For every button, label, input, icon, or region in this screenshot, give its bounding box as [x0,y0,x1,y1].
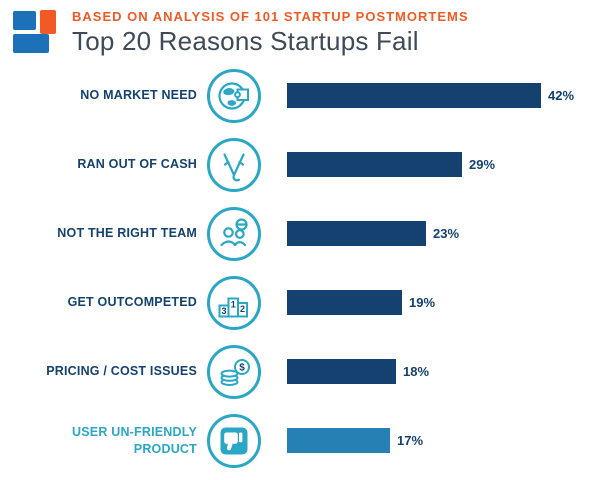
bar [287,152,462,177]
header-text: BASED ON ANALYSIS OF 101 STARTUP POSTMOR… [72,8,469,57]
row-label: USER UN-FRIENDLY PRODUCT [12,424,197,457]
globe-puzzle-icon [207,68,261,123]
dollar-sign: $ [239,362,245,373]
bar-zone: 18% [287,359,592,384]
bar-zone: 19% [287,290,592,315]
bar-zone: 29% [287,152,592,177]
row-label: GET OUTCOMPETED [12,294,197,310]
chart-row: USER UN-FRIENDLY PRODUCT 17% [12,406,592,475]
coins-icon: $ [207,344,261,399]
row-label-text: USER UN-FRIENDLY [72,425,197,440]
row-label: PRICING / COST ISSUES [12,363,197,379]
cb-insights-logo [12,10,62,54]
value-label: 23% [433,226,460,241]
row-label: NO MARKET NEED [12,87,197,103]
bar-zone: 23% [287,221,592,246]
row-label-text: NO MARKET NEED [80,88,197,103]
bar-chart: NO MARKET NEED 42% RAN OUT OF CASH [12,61,592,475]
value-label: 18% [403,364,430,379]
chart-row: RAN OUT OF CASH 29% [12,130,592,199]
value-label: 29% [469,157,496,172]
row-label: NOT THE RIGHT TEAM [12,225,197,241]
row-label-text: PRICING / COST ISSUES [46,364,197,379]
podium-number-3: 3 [221,306,226,316]
value-label: 42% [548,88,575,103]
podium-icon: 3 1 2 [207,275,261,330]
row-label-text: PRODUCT [133,441,197,456]
chart-row: NOT THE RIGHT TEAM 23% [12,199,592,268]
row-label-text: NOT THE RIGHT TEAM [57,226,197,241]
page-title: Top 20 Reasons Startups Fail [72,26,419,56]
bar [287,221,426,246]
chart-row: PRICING / COST ISSUES $ 18% [12,337,592,406]
subtitle-kicker: BASED ON ANALYSIS OF 101 STARTUP POSTMOR… [72,9,469,24]
bar [287,359,396,384]
chart-row: GET OUTCOMPETED 3 1 2 19% [12,268,592,337]
bar [287,83,541,108]
thumbs-down-icon [207,413,261,468]
row-label-text: RAN OUT OF CASH [77,157,197,172]
header: BASED ON ANALYSIS OF 101 STARTUP POSTMOR… [12,8,592,57]
bar-zone: 42% [287,83,592,108]
bar-zone: 17% [287,428,592,453]
value-label: 19% [409,295,436,310]
bar [287,290,402,315]
row-label-text: GET OUTCOMPETED [67,295,197,310]
team-icon [207,206,261,261]
podium-number-1: 1 [231,299,236,309]
cb-insights-logo-graphic [13,10,56,53]
bar [287,428,390,453]
value-label: 17% [397,433,424,448]
row-label: RAN OUT OF CASH [12,156,197,172]
empty-pocket-icon [207,137,261,192]
chart-row: NO MARKET NEED 42% [12,61,592,130]
podium-number-2: 2 [240,303,245,313]
